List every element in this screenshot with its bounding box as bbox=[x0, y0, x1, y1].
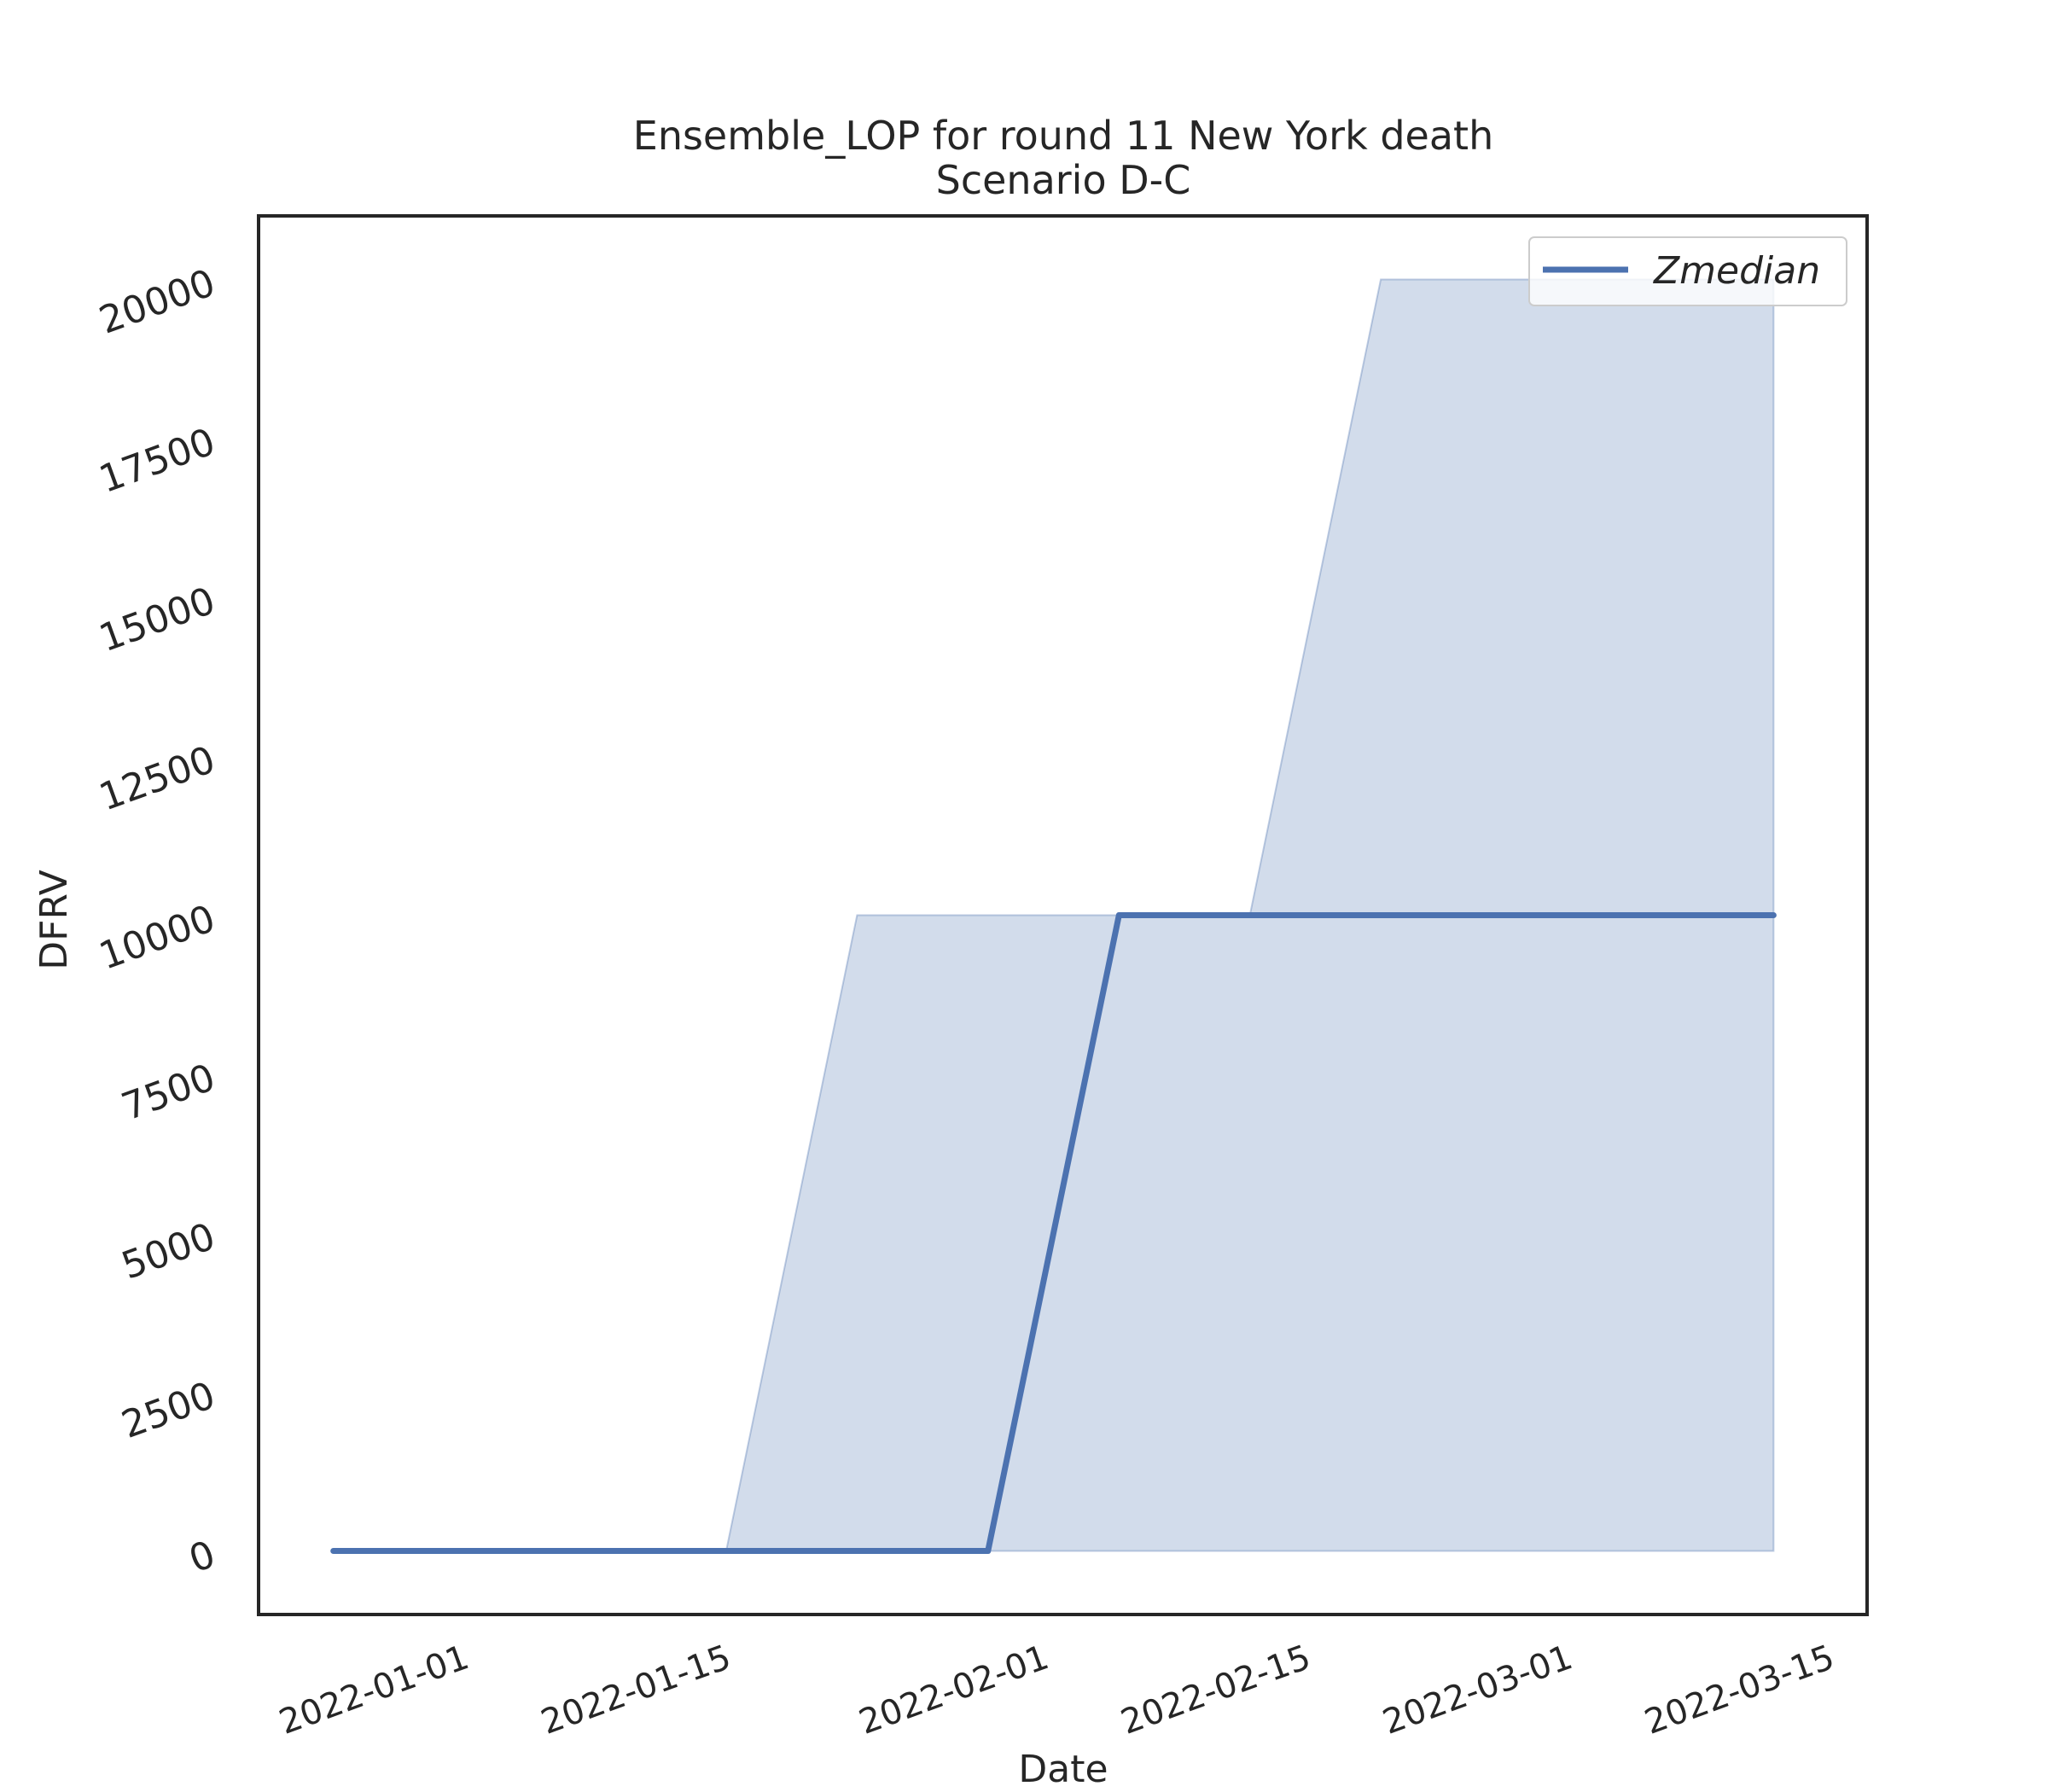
y-tick-label: 15000 bbox=[94, 579, 221, 660]
y-tick-label: 0 bbox=[183, 1533, 221, 1582]
y-tick-label: 7500 bbox=[116, 1056, 221, 1129]
y-tick-label: 2500 bbox=[116, 1374, 221, 1447]
y-tick-label: 12500 bbox=[94, 738, 221, 820]
y-tick-label: 17500 bbox=[94, 420, 221, 502]
y-axis-label: DFRV bbox=[32, 870, 76, 969]
chart-subtitle: Scenario D-C bbox=[936, 157, 1191, 203]
series-line-zmedian bbox=[330, 912, 1777, 1554]
x-axis-label: Date bbox=[1018, 1748, 1108, 1791]
x-tick-label: 2022-02-15 bbox=[1116, 1638, 1316, 1743]
x-tick-label: 2022-01-15 bbox=[536, 1638, 736, 1743]
x-tick-label: 2022-03-15 bbox=[1639, 1638, 1839, 1743]
x-tick-label: 2022-02-01 bbox=[854, 1638, 1054, 1743]
x-tick-label: 2022-03-01 bbox=[1378, 1638, 1578, 1743]
x-tick-label: 2022-01-01 bbox=[274, 1638, 474, 1743]
plot-frame bbox=[257, 214, 1869, 1616]
legend-label: Zmedian bbox=[1653, 249, 1820, 293]
legend-box bbox=[1528, 236, 1847, 306]
chart-title: Ensemble_LOP for round 11 New York death bbox=[633, 113, 1493, 159]
legend: Zmedian bbox=[1528, 236, 1847, 306]
y-tick-label: 5000 bbox=[116, 1214, 221, 1288]
y-tick-label: 20000 bbox=[94, 261, 221, 343]
y-tick-label: 10000 bbox=[94, 897, 221, 979]
